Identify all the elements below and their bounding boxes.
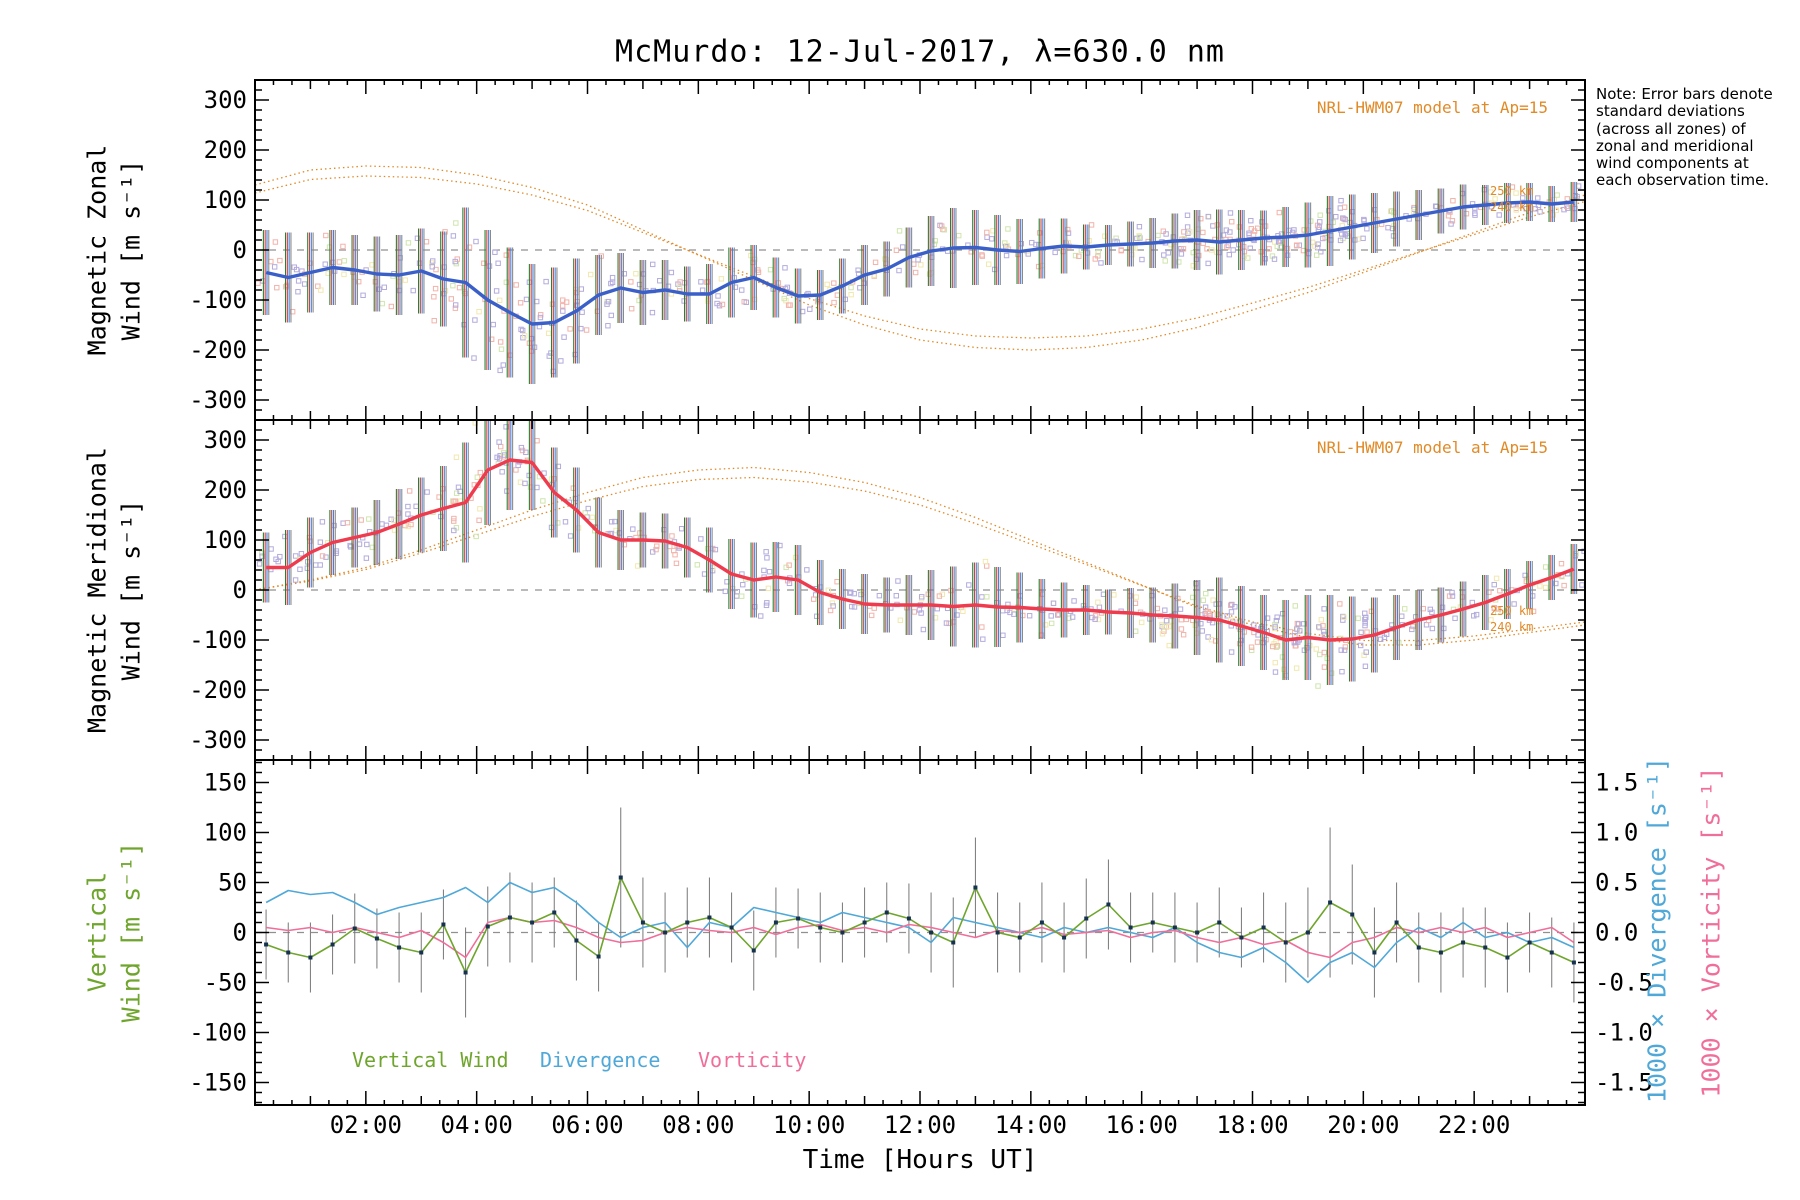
model-annotation-meridional: NRL-HWM07 model at Ap=15 [1316, 438, 1548, 457]
svg-text:100: 100 [204, 526, 247, 554]
y-axis-label-vertical-line1: Vertical [82, 871, 112, 993]
svg-text:18:00: 18:00 [1216, 1111, 1288, 1139]
svg-text:-0.5: -0.5 [1595, 969, 1653, 997]
y-axis-label-meridional-line2: Wind [m s⁻¹] [116, 499, 146, 681]
svg-text:16:00: 16:00 [1106, 1111, 1178, 1139]
legend-item-vertical-wind: Vertical Wind [352, 1048, 509, 1072]
svg-text:200: 200 [204, 136, 247, 164]
svg-text:10:00: 10:00 [773, 1111, 845, 1139]
svg-text:02:00: 02:00 [330, 1111, 402, 1139]
svg-text:300: 300 [204, 86, 247, 114]
y-axis-label-zonal-line2: Wind [m s⁻¹] [116, 159, 146, 341]
svg-text:-100: -100 [189, 286, 247, 314]
svg-text:1.5: 1.5 [1595, 769, 1638, 797]
svg-text:-150: -150 [189, 1069, 247, 1097]
svg-text:04:00: 04:00 [441, 1111, 513, 1139]
y-axis-label-divergence: 1000 × Divergence [s⁻¹] [1642, 756, 1672, 1104]
svg-text:150: 150 [204, 769, 247, 797]
svg-text:22:00: 22:00 [1438, 1111, 1510, 1139]
svg-text:20:00: 20:00 [1327, 1111, 1399, 1139]
svg-text:0: 0 [233, 919, 247, 947]
svg-text:-1.5: -1.5 [1595, 1069, 1653, 1097]
svg-text:-100: -100 [189, 1019, 247, 1047]
model-250km-label-meridional: 250 km [1490, 604, 1534, 618]
legend-item-vorticity: Vorticity [698, 1048, 807, 1072]
y-axis-label-meridional-line1: Magnetic Meridional [82, 447, 112, 733]
svg-text:-300: -300 [189, 726, 247, 754]
svg-text:08:00: 08:00 [662, 1111, 734, 1139]
svg-text:-200: -200 [189, 336, 247, 364]
svg-text:1.0: 1.0 [1595, 819, 1638, 847]
y-axis-label-vorticity: 1000 × Vorticity [s⁻¹] [1696, 766, 1726, 1098]
svg-text:50: 50 [218, 869, 247, 897]
chart-title: McMurdo: 12-Jul-2017, λ=630.0 nm [615, 34, 1225, 70]
svg-text:12:00: 12:00 [884, 1111, 956, 1139]
x-axis-title: Time [Hours UT] [802, 1145, 1038, 1175]
svg-text:-50: -50 [204, 969, 247, 997]
svg-text:0.0: 0.0 [1595, 919, 1638, 947]
note-text: Note: Error bars denote standard deviati… [1596, 85, 1773, 190]
model-250km-label-zonal: 250 km [1490, 184, 1534, 198]
svg-text:100: 100 [204, 819, 247, 847]
svg-text:14:00: 14:00 [995, 1111, 1067, 1139]
y-axis-label-vertical-line2: Wind [m s⁻¹] [116, 841, 146, 1023]
svg-text:06:00: 06:00 [551, 1111, 623, 1139]
svg-text:0: 0 [233, 576, 247, 604]
svg-text:0: 0 [233, 236, 247, 264]
svg-text:-100: -100 [189, 626, 247, 654]
svg-text:0.5: 0.5 [1595, 869, 1638, 897]
svg-text:300: 300 [204, 426, 247, 454]
y-axis-label-zonal-line1: Magnetic Zonal [82, 144, 112, 356]
model-240km-label-zonal: 240 km [1490, 200, 1534, 214]
svg-text:-1.0: -1.0 [1595, 1019, 1653, 1047]
svg-text:-300: -300 [189, 386, 247, 414]
svg-text:100: 100 [204, 186, 247, 214]
model-annotation-zonal: NRL-HWM07 model at Ap=15 [1316, 98, 1548, 117]
model-240km-label-meridional: 240 km [1490, 620, 1534, 634]
svg-text:200: 200 [204, 476, 247, 504]
legend-item-divergence: Divergence [540, 1048, 661, 1072]
svg-text:-200: -200 [189, 676, 247, 704]
